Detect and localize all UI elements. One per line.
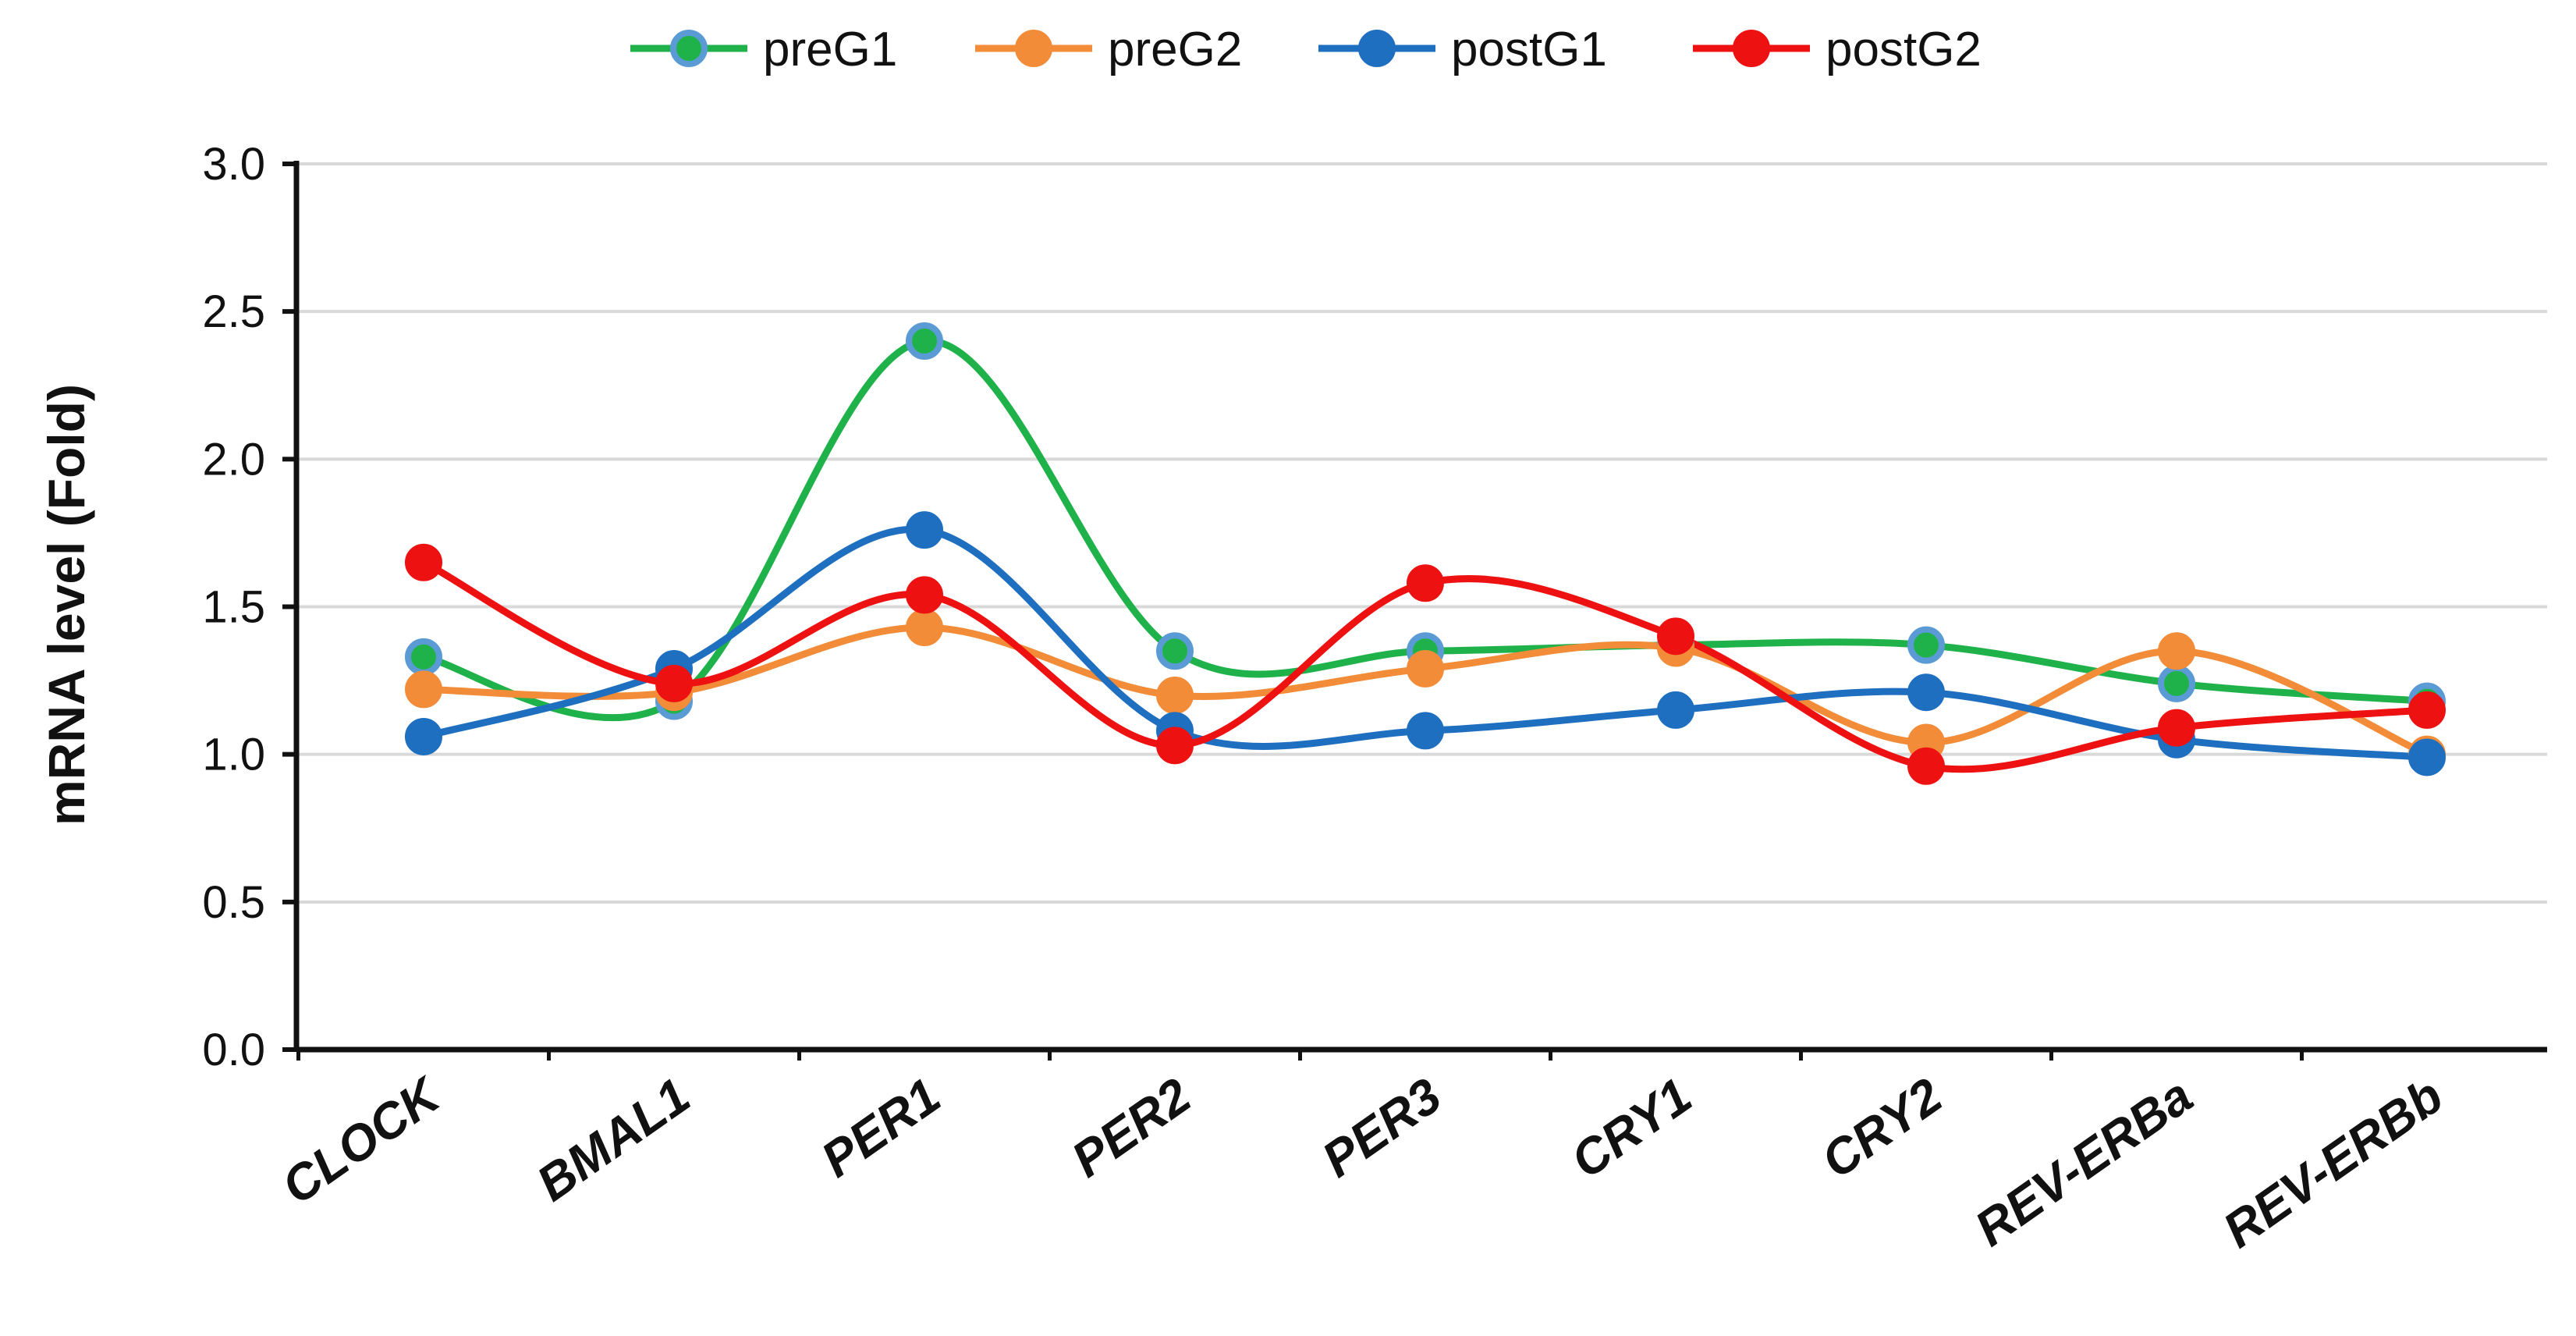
data-point-postG1 xyxy=(2408,738,2446,776)
data-point-preG1 xyxy=(405,638,442,676)
legend-swatch-marker xyxy=(1733,30,1770,67)
data-point-postG2 xyxy=(1657,617,1694,656)
data-point-postG1 xyxy=(1407,712,1444,750)
x-category-label: PER1 xyxy=(811,1067,950,1188)
x-category-label: CLOCK xyxy=(271,1065,452,1215)
data-point-postG1 xyxy=(906,511,943,549)
series-line-postG1 xyxy=(420,525,2431,761)
data-point-preG1 xyxy=(906,322,943,360)
y-tick-label: 2.0 xyxy=(202,434,265,485)
y-axis-title: mRNA level (Fold) xyxy=(37,384,95,826)
x-category-label: REV-ERBb xyxy=(2213,1067,2453,1258)
y-tick-label: 0.5 xyxy=(202,877,265,928)
data-point-preG2 xyxy=(906,608,943,646)
data-point-preG1 xyxy=(1907,626,1945,664)
legend-label: postG1 xyxy=(1451,23,1607,76)
data-point-preG2 xyxy=(1407,649,1444,688)
legend-swatch-marker xyxy=(1358,30,1396,67)
legend-item-postG1: postG1 xyxy=(1318,23,1607,76)
data-point-postG2 xyxy=(2408,691,2446,729)
data-point-postG2 xyxy=(906,576,943,614)
data-point-preG1 xyxy=(2158,664,2195,702)
y-tick-label: 1.5 xyxy=(202,582,265,633)
legend: preG1 preG2 postG1 postG2 xyxy=(630,23,1982,76)
data-point-preG2 xyxy=(2158,632,2195,670)
legend-label: postG2 xyxy=(1826,23,1982,76)
data-point-postG1 xyxy=(1907,673,1945,712)
data-point-postG2 xyxy=(405,543,442,581)
legend-label: preG1 xyxy=(763,23,897,76)
data-point-postG1 xyxy=(1657,691,1694,729)
y-tick-label: 2.5 xyxy=(202,286,265,337)
axes xyxy=(282,161,2547,1061)
x-category-label: PER2 xyxy=(1062,1067,1201,1188)
series-line-preG1 xyxy=(420,337,2431,721)
series-line-postG2 xyxy=(420,559,2431,773)
gridlines xyxy=(296,162,2547,904)
legend-item-preG1: preG1 xyxy=(630,23,897,76)
y-tick-label: 0.0 xyxy=(202,1025,265,1075)
x-category-label: CRY1 xyxy=(1561,1067,1701,1189)
data-point-preG2 xyxy=(405,670,442,709)
x-category-label: PER3 xyxy=(1312,1067,1451,1188)
data-point-postG2 xyxy=(2158,709,2195,747)
y-tick-label: 1.0 xyxy=(202,730,265,780)
legend-label: preG2 xyxy=(1108,23,1242,76)
legend-item-preG2: preG2 xyxy=(975,23,1242,76)
legend-swatch-marker xyxy=(1015,30,1052,67)
legend-item-postG2: postG2 xyxy=(1693,23,1982,76)
data-point-postG2 xyxy=(1907,747,1945,785)
data-point-preG2 xyxy=(1156,677,1194,714)
x-category-label: REV-ERBa xyxy=(1965,1067,2202,1256)
legend-swatch-marker xyxy=(670,30,708,67)
series-markers xyxy=(405,322,2446,785)
data-point-postG2 xyxy=(655,664,693,702)
data-point-postG2 xyxy=(1407,564,1444,602)
tick-labels: 0.0 0.5 1.0 1.5 2.0 2.5 3.0 CLOCK BMAL1 PER1 PER2 P… xyxy=(202,139,2453,1259)
data-point-postG2 xyxy=(1156,727,1194,765)
series-lines xyxy=(420,337,2431,773)
data-point-preG1 xyxy=(1156,632,1194,670)
x-category-label: CRY2 xyxy=(1811,1067,1952,1189)
data-point-postG1 xyxy=(405,717,442,755)
y-tick-label: 3.0 xyxy=(202,139,265,190)
x-category-label: BMAL1 xyxy=(527,1067,700,1211)
